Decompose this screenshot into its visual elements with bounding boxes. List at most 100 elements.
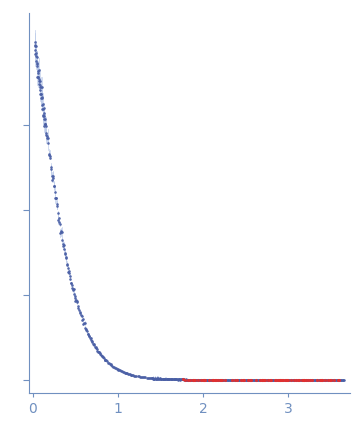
Point bbox=[209, 376, 215, 383]
Point bbox=[76, 306, 82, 313]
Point bbox=[239, 376, 245, 383]
Point bbox=[276, 376, 281, 383]
Point bbox=[245, 376, 250, 383]
Point bbox=[90, 338, 95, 345]
Point bbox=[255, 376, 260, 383]
Point bbox=[37, 82, 43, 89]
Point bbox=[39, 94, 44, 101]
Point bbox=[269, 376, 275, 383]
Point bbox=[256, 376, 262, 383]
Point bbox=[55, 210, 61, 217]
Point bbox=[260, 376, 266, 383]
Point bbox=[183, 376, 189, 383]
Point bbox=[208, 376, 214, 383]
Point bbox=[206, 376, 211, 383]
Point bbox=[159, 375, 164, 382]
Point bbox=[84, 328, 90, 335]
Point bbox=[165, 376, 171, 383]
Point bbox=[88, 334, 94, 341]
Point bbox=[97, 350, 103, 357]
Point bbox=[52, 195, 58, 202]
Point bbox=[65, 262, 70, 269]
Point bbox=[203, 376, 209, 383]
Point bbox=[217, 376, 223, 383]
Point bbox=[327, 376, 333, 383]
Point bbox=[73, 296, 79, 303]
Point bbox=[314, 376, 320, 383]
Point bbox=[215, 376, 220, 383]
Point bbox=[185, 376, 191, 383]
Point bbox=[229, 376, 235, 383]
Point bbox=[43, 122, 49, 129]
Point bbox=[81, 319, 87, 326]
Point bbox=[278, 376, 284, 383]
Point bbox=[62, 250, 68, 257]
Point bbox=[188, 376, 194, 383]
Point bbox=[322, 376, 327, 383]
Point bbox=[246, 376, 252, 383]
Point bbox=[42, 116, 48, 123]
Point bbox=[196, 376, 201, 383]
Point bbox=[102, 356, 107, 363]
Point bbox=[167, 375, 173, 382]
Point bbox=[289, 376, 295, 383]
Point bbox=[285, 376, 291, 383]
Point bbox=[290, 376, 296, 383]
Point bbox=[190, 376, 196, 383]
Point bbox=[247, 376, 253, 383]
Point bbox=[219, 376, 225, 383]
Point bbox=[127, 371, 133, 378]
Point bbox=[152, 375, 157, 382]
Point bbox=[305, 376, 310, 383]
Point bbox=[276, 376, 282, 383]
Point bbox=[87, 335, 93, 342]
Point bbox=[327, 376, 332, 383]
Point bbox=[71, 290, 77, 297]
Point bbox=[56, 219, 62, 226]
Point bbox=[147, 375, 153, 382]
Point bbox=[287, 376, 292, 383]
Point bbox=[39, 95, 45, 102]
Point bbox=[268, 376, 274, 383]
Point bbox=[323, 376, 329, 383]
Point bbox=[93, 343, 99, 350]
Point bbox=[193, 376, 198, 383]
Point bbox=[246, 376, 252, 383]
Point bbox=[65, 264, 71, 271]
Point bbox=[277, 376, 282, 383]
Point bbox=[217, 376, 223, 383]
Point bbox=[161, 375, 167, 382]
Point bbox=[186, 376, 192, 383]
Point bbox=[170, 376, 175, 383]
Point bbox=[47, 153, 52, 160]
Point bbox=[199, 376, 205, 383]
Point bbox=[274, 376, 280, 383]
Point bbox=[233, 376, 239, 383]
Point bbox=[46, 150, 51, 157]
Point bbox=[242, 376, 247, 383]
Point bbox=[99, 352, 105, 359]
Point bbox=[312, 376, 317, 383]
Point bbox=[287, 376, 293, 383]
Point bbox=[297, 376, 302, 383]
Point bbox=[60, 240, 66, 247]
Point bbox=[128, 371, 134, 378]
Point bbox=[59, 237, 65, 244]
Point bbox=[179, 376, 185, 383]
Point bbox=[82, 319, 87, 326]
Point bbox=[167, 376, 172, 383]
Point bbox=[117, 367, 123, 374]
Point bbox=[40, 113, 46, 120]
Point bbox=[333, 376, 338, 383]
Point bbox=[206, 376, 212, 383]
Point bbox=[298, 376, 304, 383]
Point bbox=[160, 375, 166, 382]
Point bbox=[54, 201, 60, 208]
Point bbox=[182, 376, 188, 383]
Point bbox=[194, 376, 200, 383]
Point bbox=[244, 376, 250, 383]
Point bbox=[142, 374, 148, 381]
Point bbox=[93, 345, 99, 352]
Point bbox=[158, 375, 164, 382]
Point bbox=[294, 376, 300, 383]
